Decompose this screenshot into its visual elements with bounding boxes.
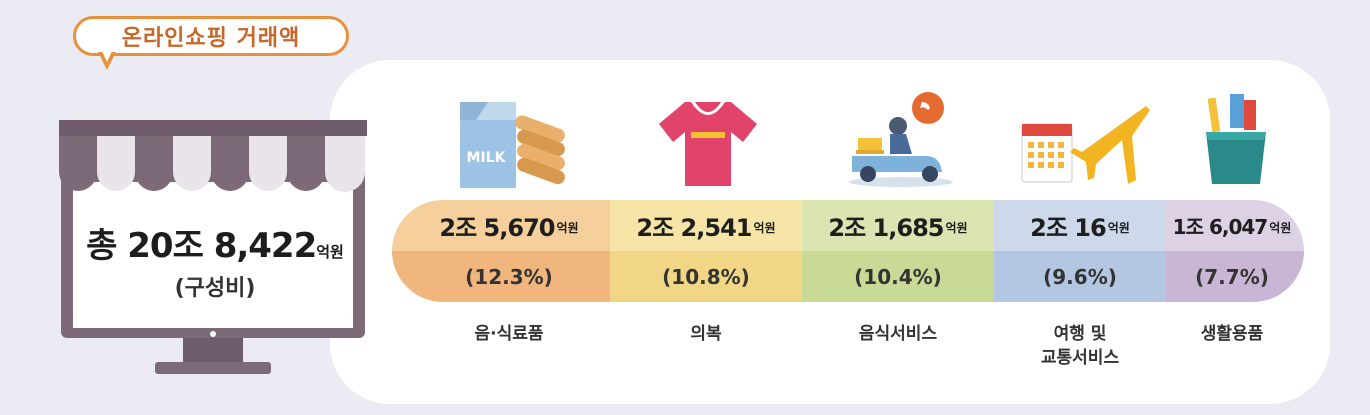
category-food: 2조 5,670 억원 (12.3%) xyxy=(408,200,610,302)
total-amount: 총 20조 8,422억원 xyxy=(70,218,360,267)
delivery-scooter-icon xyxy=(846,90,956,188)
calendar-airplane-icon xyxy=(1018,96,1154,190)
category-travel: 2조 16 억원 (9.6%) xyxy=(994,200,1166,302)
svg-text:MILK: MILK xyxy=(467,150,507,166)
page-title: 온라인쇼핑 거래액 xyxy=(122,20,301,52)
category-label: 음식서비스 xyxy=(802,322,994,346)
shirt-icon xyxy=(655,98,761,188)
title-bubble: 온라인쇼핑 거래액 xyxy=(73,16,349,56)
toothbrush-cup-icon xyxy=(1202,92,1272,190)
category-label: 음·식료품 xyxy=(408,322,610,346)
category-label: 생활용품 xyxy=(1166,322,1298,346)
share-value: (10.8%) xyxy=(610,251,802,302)
total-subtitle: (구성비) xyxy=(70,270,360,302)
share-value: (12.3%) xyxy=(408,251,610,302)
category-clothing: 2조 2,541 억원 (10.8%) xyxy=(610,200,802,302)
milk-bread-icon: MILK xyxy=(456,98,572,190)
share-value: (10.4%) xyxy=(802,251,994,302)
category-food-service: 2조 1,685 억원 (10.4%) xyxy=(802,200,994,302)
category-label: 여행 및 교통서비스 xyxy=(994,322,1166,370)
share-value: (7.7%) xyxy=(1166,251,1298,302)
share-value: (9.6%) xyxy=(994,251,1166,302)
category-household: 1조 6,047 억원 (7.7%) xyxy=(1166,200,1298,302)
category-label: 의복 xyxy=(610,322,802,346)
